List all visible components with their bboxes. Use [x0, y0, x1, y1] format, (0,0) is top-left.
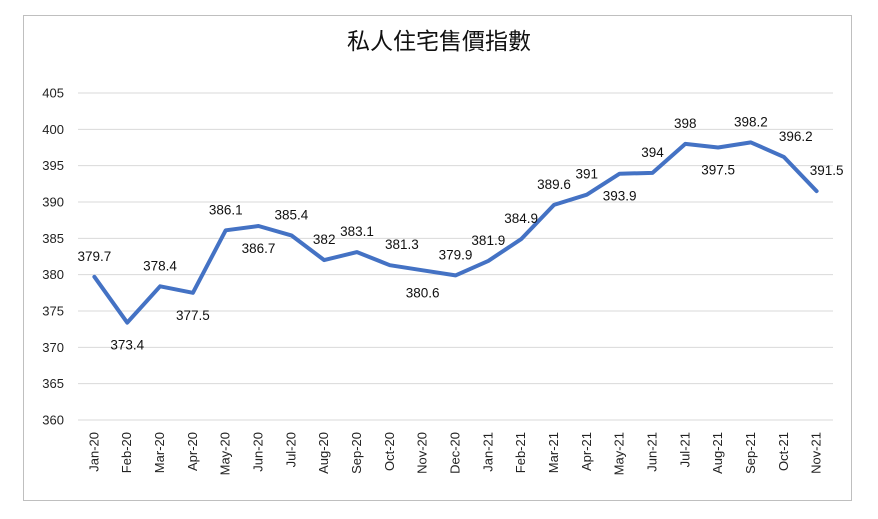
x-tick-label: Oct-20 — [382, 432, 397, 471]
data-label: 394 — [641, 145, 664, 160]
data-label: 377.5 — [176, 308, 210, 323]
x-tick-label: Jun-20 — [251, 432, 266, 472]
y-tick-label: 400 — [42, 122, 64, 137]
data-label: 381.3 — [385, 237, 419, 252]
y-tick-label: 380 — [42, 267, 64, 282]
data-label: 378.4 — [143, 258, 177, 273]
data-label: 396.2 — [779, 129, 813, 144]
x-tick-label: Nov-21 — [809, 432, 824, 474]
data-label: 393.9 — [603, 189, 637, 204]
data-label: 398 — [674, 116, 697, 131]
data-label: 384.9 — [504, 211, 538, 226]
y-tick-label: 390 — [42, 195, 64, 210]
x-tick-label: Apr-20 — [185, 432, 200, 471]
y-axis-ticks: 360 365 370 375 380 385 390 395 400 405 — [42, 86, 64, 428]
x-tick-label: Jan-21 — [480, 432, 495, 472]
x-tick-label: Feb-21 — [513, 432, 528, 473]
y-tick-label: 375 — [42, 304, 64, 319]
data-label: 373.4 — [110, 338, 144, 353]
data-label: 397.5 — [701, 163, 735, 178]
y-tick-label: 385 — [42, 231, 64, 246]
x-tick-label: Aug-21 — [710, 432, 725, 474]
x-tick-label: Mar-20 — [152, 432, 167, 473]
y-tick-label: 370 — [42, 340, 64, 355]
x-tick-label: Sep-20 — [349, 432, 364, 474]
data-label: 381.9 — [471, 233, 505, 248]
data-label: 386.7 — [242, 241, 276, 256]
y-tick-label: 360 — [42, 413, 64, 428]
data-labels: 379.7 373.4 378.4 377.5 386.1 386.7 385.4 382 38… — [78, 114, 844, 352]
gridlines — [78, 92, 833, 421]
data-label: 380.6 — [406, 285, 440, 300]
x-tick-label: Apr-21 — [579, 432, 594, 471]
data-label: 391 — [576, 167, 599, 182]
x-tick-label: May-21 — [612, 432, 627, 475]
data-label: 398.2 — [734, 114, 768, 129]
x-tick-label: Jun-21 — [644, 432, 659, 472]
data-label: 385.4 — [274, 207, 308, 222]
x-tick-label: Mar-21 — [546, 432, 561, 473]
x-tick-label: Oct-21 — [776, 432, 791, 471]
x-tick-label: Jan-20 — [86, 432, 101, 472]
y-tick-label: 395 — [42, 158, 64, 173]
x-tick-label: Feb-20 — [119, 432, 134, 473]
data-label: 379.7 — [78, 249, 112, 264]
data-label: 389.6 — [537, 177, 571, 192]
x-tick-label: Jul-20 — [283, 432, 298, 467]
y-tick-label: 405 — [42, 86, 64, 101]
x-axis-ticks: Jan-20 Feb-20 Mar-20 Apr-20 May-20 Jun-20 Jul-… — [86, 432, 823, 475]
data-label: 383.1 — [340, 224, 374, 239]
x-tick-label: Nov-20 — [415, 432, 430, 474]
data-label: 386.1 — [209, 202, 243, 217]
x-tick-label: Aug-20 — [316, 432, 331, 474]
data-label: 391.5 — [810, 163, 844, 178]
y-tick-label: 365 — [42, 376, 64, 391]
chart-title: 私人住宅售價指數 — [347, 29, 531, 55]
data-label: 382 — [313, 232, 336, 247]
series-line — [92, 140, 819, 325]
data-label: 379.9 — [439, 247, 473, 262]
x-tick-label: Dec-20 — [448, 432, 463, 474]
x-tick-label: Sep-21 — [743, 432, 758, 474]
x-tick-label: Jul-21 — [677, 432, 692, 467]
x-tick-label: May-20 — [218, 432, 233, 475]
